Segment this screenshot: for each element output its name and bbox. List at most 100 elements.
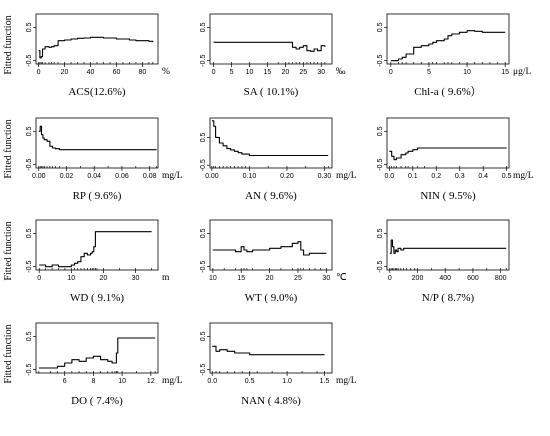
plot-frame — [35, 219, 159, 271]
x-tick-label: 0.10 — [243, 173, 257, 180]
panel-title: WD ( 9.1%) — [70, 292, 124, 304]
fitted-curve — [213, 41, 326, 52]
y-axis-labels: Fitted function Fitted function Fitted fun… — [3, 15, 14, 383]
x-tick-label: 0 — [212, 69, 216, 76]
y-tick-label: 0.5 — [200, 22, 207, 32]
panel-title: Chl-a ( 9.6%） — [414, 85, 482, 98]
panel-7: 0.5 -0.5 0 10 20 30 m WD ( 9.1%) — [26, 219, 170, 304]
y-tick-label: -0.5 — [200, 261, 207, 273]
y-tick-label: -0.5 — [377, 55, 384, 67]
x-tick-label: 20 — [100, 275, 108, 282]
x-tick-label: 6 — [63, 378, 67, 385]
fitted-curve — [389, 239, 507, 254]
x-tick-label: 10 — [463, 69, 471, 76]
x-tick-label: 0.3 — [455, 173, 465, 180]
y-tick-label: -0.5 — [200, 159, 207, 171]
y-tick-label: -0.5 — [26, 364, 33, 376]
fitted-curve — [38, 337, 156, 369]
plot-frame — [35, 322, 159, 374]
panel-title: WT ( 9.0%) — [245, 292, 298, 304]
y-tick-label: 0.5 — [26, 228, 33, 238]
y-tick-label: 0.5 — [26, 22, 33, 32]
y-tick-label: 0.5 — [200, 132, 207, 142]
panel-title: NIN ( 9.5%) — [420, 190, 476, 202]
x-tick-label: 10 — [118, 378, 126, 385]
y-axis-label-row-3: Fitted function — [3, 221, 14, 280]
x-axis-unit: m — [162, 273, 170, 283]
x-tick-label: 0.1 — [408, 173, 418, 180]
y-axis-label-row-2: Fitted function — [3, 119, 14, 178]
panel-10: 0.5 -0.5 6 8 10 12 mg/L DO ( 7.4%) — [26, 322, 183, 407]
x-tick-label: 60 — [113, 69, 121, 76]
x-tick-label: 0.00 — [205, 173, 219, 180]
y-tick-label: -0.5 — [26, 159, 33, 171]
x-tick-label: 20 — [266, 275, 274, 282]
panels: 0.5-0.50 20 40 60 80 %ACS(12.6%)0.5-0.50 5 10 15… — [26, 13, 534, 407]
plot-frame — [386, 219, 510, 271]
panel-2: 0.5 -0.5 0 5 10 15 20 25 30 ‰ SA ( 10.1%) — [200, 13, 346, 98]
x-tick-label: 40 — [87, 69, 95, 76]
panel-title: RP ( 9.6%) — [73, 190, 122, 202]
y-tick-label: 0.5 — [200, 331, 207, 341]
y-tick-label: -0.5 — [377, 159, 384, 171]
plot-frame — [386, 117, 510, 169]
x-axis-unit: ℃ — [336, 273, 347, 283]
plot-frame — [209, 117, 333, 169]
fitted-curve — [38, 125, 157, 151]
y-tick-label: -0.5 — [200, 55, 207, 67]
plot-frame — [209, 322, 333, 374]
x-tick-label: 600 — [467, 275, 479, 282]
panel-5: 0.5 -0.5 0.00 0.10 0.20 0.30 mg/L AN ( 9.6%) — [200, 117, 357, 202]
y-tick-label: -0.5 — [26, 55, 33, 67]
y-tick-label: -0.5 — [377, 261, 384, 273]
plot-frame — [209, 13, 333, 65]
x-axis-unit: μg/L — [513, 67, 531, 77]
x-tick-label: 0.04 — [87, 173, 101, 180]
x-tick-label: 200 — [412, 275, 424, 282]
x-tick-label: 25 — [294, 275, 302, 282]
x-tick-label: 0.06 — [115, 173, 129, 180]
x-tick-label: 400 — [439, 275, 451, 282]
x-tick-label: 5 — [230, 69, 234, 76]
fitted-curve — [389, 147, 507, 161]
y-axis-label-row-4: Fitted function — [3, 324, 14, 383]
panel-title: ACS(12.6%) — [68, 86, 125, 98]
y-axis-label-row-1: Fitted function — [3, 15, 14, 74]
fitted-curve — [212, 241, 327, 256]
fitted-curve — [212, 345, 325, 356]
x-tick-label: 15 — [237, 275, 245, 282]
y-tick-label: 0.5 — [377, 126, 384, 136]
y-tick-label: -0.5 — [200, 364, 207, 376]
fitted-curve — [390, 30, 506, 62]
x-tick-label: 1.5 — [320, 378, 330, 385]
y-tick-label: 0.5 — [26, 331, 33, 341]
panel-title: SA ( 10.1%) — [244, 86, 299, 98]
panel-3: 0.5 -0.5 0 5 10 15 μg/L Chl-a ( 9.6%） — [377, 13, 531, 98]
y-tick-label: 0.5 — [377, 22, 384, 32]
x-tick-label: 800 — [495, 275, 507, 282]
x-axis-unit: mg/L — [162, 171, 183, 181]
plot-frame — [209, 219, 333, 271]
x-tick-label: 5 — [427, 69, 431, 76]
fitted-curve — [38, 36, 154, 59]
panel-11: 0.5 -0.50.0 0.5 1.0 1.5 mg/L NAN ( 4.8%) — [200, 322, 357, 407]
x-tick-label: 20 — [281, 69, 289, 76]
x-tick-label: 0.30 — [318, 173, 332, 180]
x-tick-label: 0.5 — [245, 378, 255, 385]
plot-frame — [35, 117, 159, 169]
panel-4: 0.5 -0.5 0.00 0.02 0.04 0.06 0.08 mg/L RP ( 9.6%… — [26, 117, 183, 202]
x-tick-label: 0 — [389, 69, 393, 76]
x-tick-label: 25 — [299, 69, 307, 76]
x-tick-label: 10 — [67, 275, 75, 282]
x-tick-label: 30 — [132, 275, 140, 282]
x-tick-label: 10 — [209, 275, 217, 282]
x-tick-label: 0.00 — [32, 173, 46, 180]
panel-title: DO ( 7.4%) — [71, 395, 123, 407]
x-tick-label: 0.5 — [502, 173, 512, 180]
x-axis-unit: mg/L — [162, 376, 183, 386]
x-tick-label: 15 — [264, 69, 272, 76]
x-tick-label: 15 — [501, 69, 509, 76]
panel-title: NAN ( 4.8%) — [241, 395, 301, 407]
panel-title: AN ( 9.6%) — [245, 190, 297, 202]
